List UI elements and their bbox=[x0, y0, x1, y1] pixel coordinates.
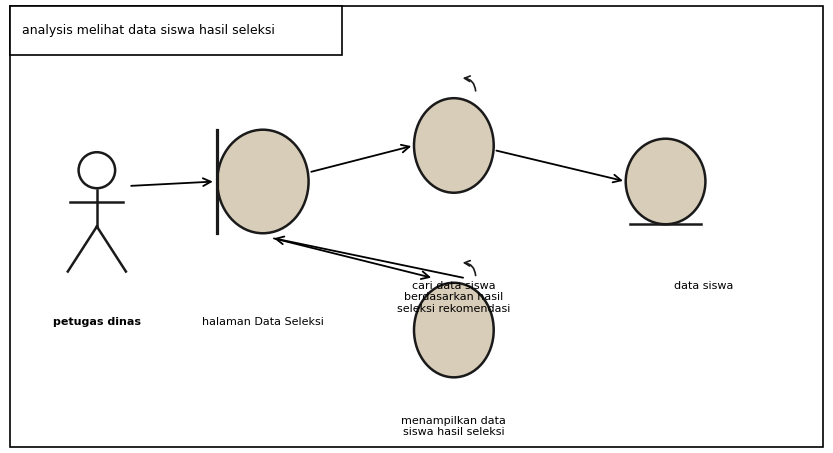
Text: petugas dinas: petugas dinas bbox=[52, 317, 141, 327]
Text: menampilkan data
siswa hasil seleksi: menampilkan data siswa hasil seleksi bbox=[402, 415, 506, 437]
Text: cari data siswa
berdasarkan hasil
seleksi rekomendasi: cari data siswa berdasarkan hasil seleks… bbox=[397, 280, 511, 314]
Text: analysis melihat data siswa hasil seleksi: analysis melihat data siswa hasil seleks… bbox=[22, 24, 275, 37]
Text: data siswa: data siswa bbox=[674, 280, 733, 290]
Ellipse shape bbox=[414, 98, 494, 193]
Ellipse shape bbox=[414, 283, 494, 377]
Bar bbox=[10, 6, 342, 55]
Ellipse shape bbox=[626, 139, 706, 224]
Text: halaman Data Seleksi: halaman Data Seleksi bbox=[202, 317, 324, 327]
Ellipse shape bbox=[217, 130, 308, 233]
